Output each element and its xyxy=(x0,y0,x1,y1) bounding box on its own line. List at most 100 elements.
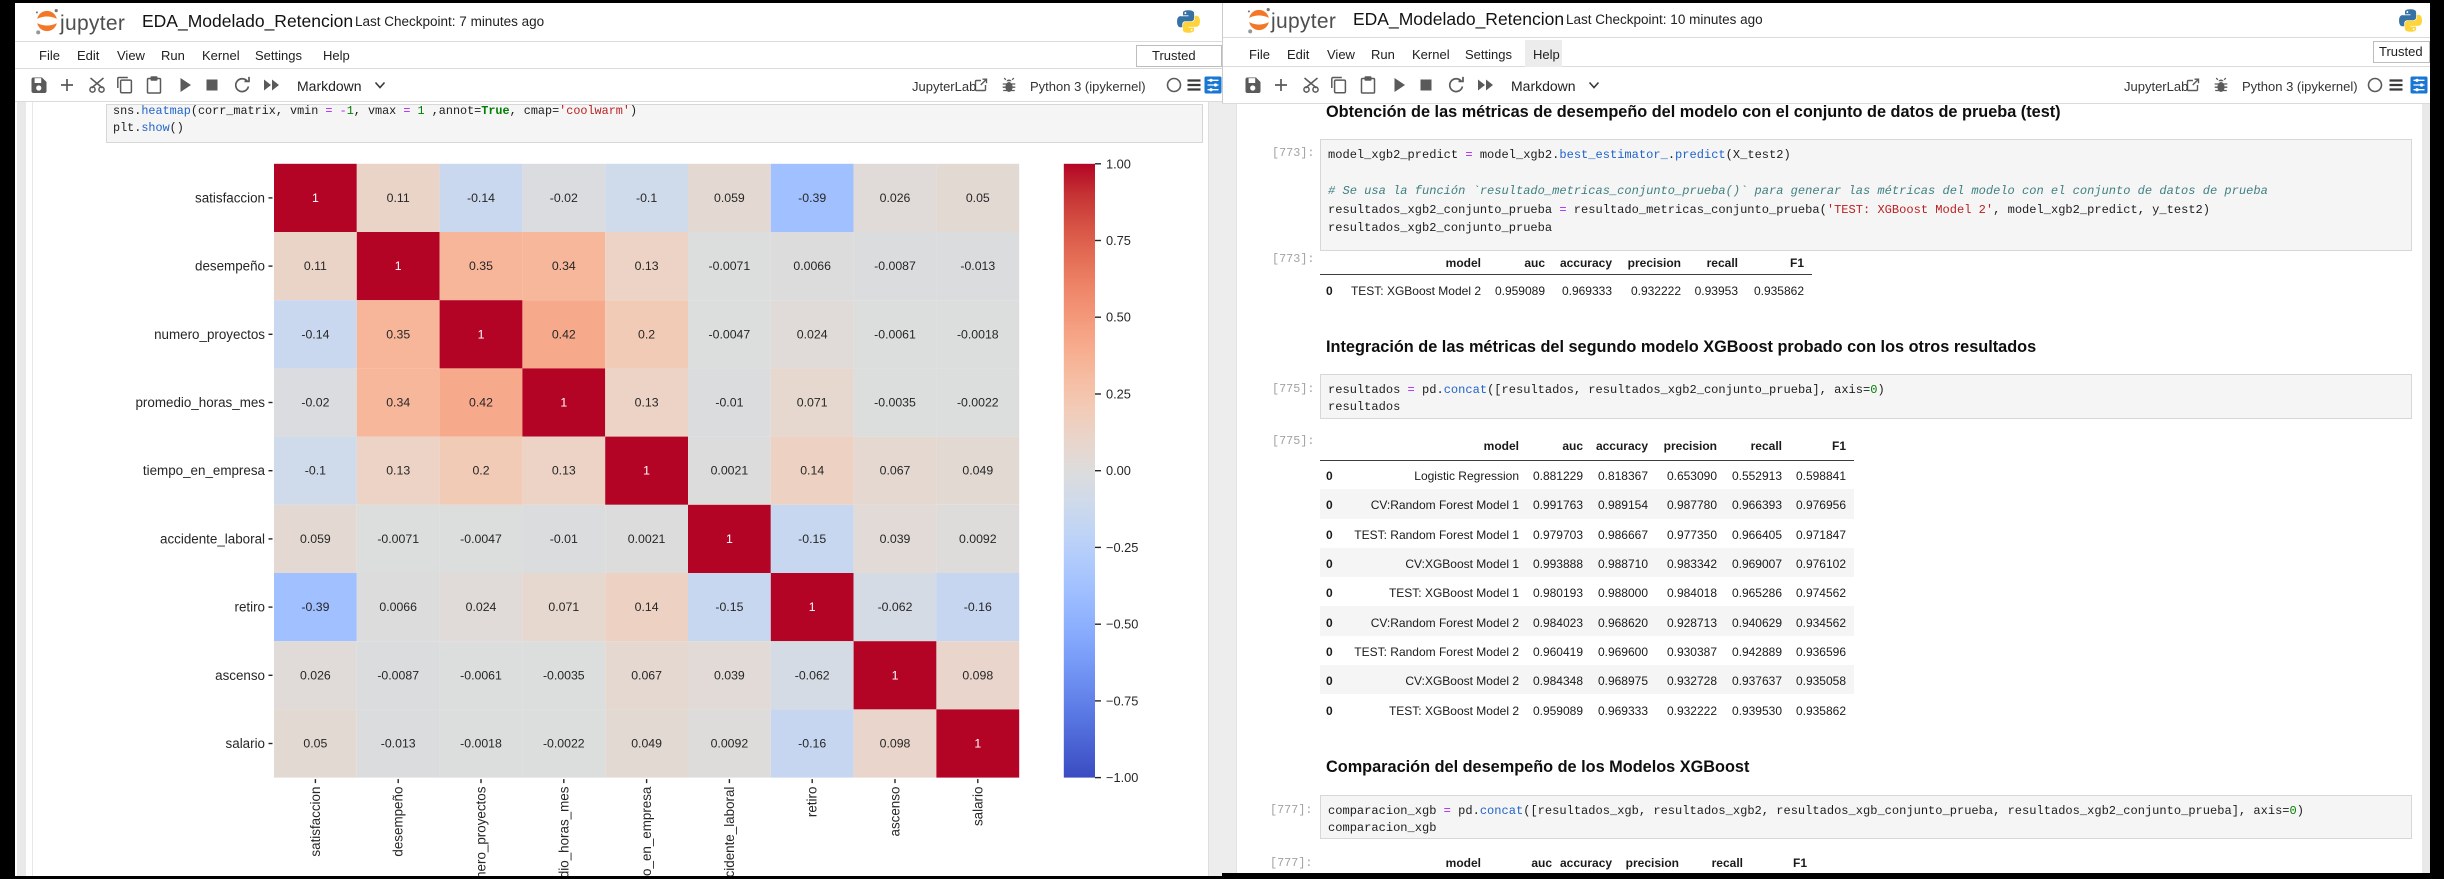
svg-text:0.35: 0.35 xyxy=(469,259,493,273)
svg-text:-0.39: -0.39 xyxy=(798,191,826,205)
svg-text:0.11: 0.11 xyxy=(387,191,410,205)
svg-text:0.13: 0.13 xyxy=(552,464,576,478)
svg-text:-0.013: -0.013 xyxy=(960,259,995,273)
svg-text:-0.16: -0.16 xyxy=(964,600,992,614)
svg-text:-0.0047: -0.0047 xyxy=(460,532,502,546)
svg-text:0.35: 0.35 xyxy=(386,327,410,341)
svg-text:-0.02: -0.02 xyxy=(550,191,578,205)
svg-text:0.026: 0.026 xyxy=(880,191,911,205)
svg-text:numero_proyectos: numero_proyectos xyxy=(474,786,489,879)
svg-text:0.059: 0.059 xyxy=(714,191,745,205)
svg-text:desempeño: desempeño xyxy=(391,787,406,857)
svg-text:0.098: 0.098 xyxy=(962,668,993,682)
svg-text:1: 1 xyxy=(478,327,485,341)
svg-text:-0.0071: -0.0071 xyxy=(377,532,419,546)
svg-text:−0.50: −0.50 xyxy=(1106,617,1138,632)
svg-text:ascenso: ascenso xyxy=(888,787,903,837)
svg-text:-0.0087: -0.0087 xyxy=(377,668,419,682)
svg-text:-0.0022: -0.0022 xyxy=(543,737,585,751)
svg-text:-0.15: -0.15 xyxy=(798,532,826,546)
svg-text:0.25: 0.25 xyxy=(1106,387,1131,402)
svg-text:1.00: 1.00 xyxy=(1106,156,1131,171)
svg-text:0.42: 0.42 xyxy=(469,396,493,410)
svg-text:0.049: 0.049 xyxy=(962,464,993,478)
svg-text:0.13: 0.13 xyxy=(386,464,410,478)
svg-text:0.0066: 0.0066 xyxy=(379,600,417,614)
svg-text:−0.75: −0.75 xyxy=(1106,693,1138,708)
svg-text:0.50: 0.50 xyxy=(1106,310,1131,325)
svg-text:1: 1 xyxy=(395,259,402,273)
svg-text:1: 1 xyxy=(892,668,899,682)
svg-text:0.026: 0.026 xyxy=(300,668,331,682)
svg-text:0.067: 0.067 xyxy=(880,464,911,478)
svg-text:0.42: 0.42 xyxy=(552,327,576,341)
svg-text:-0.39: -0.39 xyxy=(301,600,329,614)
svg-text:1: 1 xyxy=(560,396,567,410)
svg-text:-0.16: -0.16 xyxy=(798,737,826,751)
svg-text:0.05: 0.05 xyxy=(303,737,327,751)
svg-text:tiempo_en_empresa: tiempo_en_empresa xyxy=(143,463,266,478)
svg-text:0.0021: 0.0021 xyxy=(628,532,666,546)
svg-text:0.75: 0.75 xyxy=(1106,233,1131,248)
svg-text:salario: salario xyxy=(970,787,985,826)
svg-text:0.2: 0.2 xyxy=(472,464,489,478)
svg-text:0.00: 0.00 xyxy=(1106,463,1131,478)
svg-text:salario: salario xyxy=(226,736,265,751)
svg-text:-0.02: -0.02 xyxy=(301,396,329,410)
svg-text:0.05: 0.05 xyxy=(966,191,990,205)
svg-text:0.098: 0.098 xyxy=(880,737,911,751)
svg-text:0.13: 0.13 xyxy=(635,259,659,273)
svg-text:accidente_laboral: accidente_laboral xyxy=(160,531,265,546)
svg-text:-0.14: -0.14 xyxy=(301,327,329,341)
svg-text:0.0092: 0.0092 xyxy=(711,737,749,751)
svg-text:−0.25: −0.25 xyxy=(1106,540,1138,555)
svg-text:0.024: 0.024 xyxy=(466,600,497,614)
svg-text:-0.013: -0.013 xyxy=(381,737,416,751)
svg-text:ascenso: ascenso xyxy=(215,668,265,683)
svg-text:0.34: 0.34 xyxy=(552,259,576,273)
svg-text:0.059: 0.059 xyxy=(300,532,331,546)
svg-text:1: 1 xyxy=(726,532,733,546)
svg-text:−1.00: −1.00 xyxy=(1106,770,1138,785)
svg-text:0.0092: 0.0092 xyxy=(959,532,997,546)
svg-text:retiro: retiro xyxy=(805,787,820,818)
svg-text:0.14: 0.14 xyxy=(800,464,824,478)
svg-text:0.2: 0.2 xyxy=(638,327,655,341)
svg-text:promedio_horas_mes: promedio_horas_mes xyxy=(556,786,571,879)
svg-text:0.34: 0.34 xyxy=(386,396,410,410)
svg-text:-0.062: -0.062 xyxy=(878,600,913,614)
svg-text:-0.14: -0.14 xyxy=(467,191,495,205)
svg-text:0.067: 0.067 xyxy=(631,668,662,682)
svg-text:1: 1 xyxy=(312,191,319,205)
svg-text:-0.15: -0.15 xyxy=(715,600,743,614)
svg-text:0.13: 0.13 xyxy=(635,396,659,410)
svg-text:-0.01: -0.01 xyxy=(715,396,743,410)
svg-text:-0.0018: -0.0018 xyxy=(460,737,502,751)
svg-text:0.049: 0.049 xyxy=(631,737,662,751)
svg-text:0.14: 0.14 xyxy=(635,600,659,614)
svg-text:tiempo_en_empresa: tiempo_en_empresa xyxy=(639,786,654,879)
svg-text:-0.1: -0.1 xyxy=(636,191,657,205)
svg-text:0.039: 0.039 xyxy=(714,668,745,682)
svg-text:-0.0018: -0.0018 xyxy=(957,327,999,341)
svg-text:1: 1 xyxy=(974,737,981,751)
svg-text:1: 1 xyxy=(809,600,816,614)
svg-text:-0.0061: -0.0061 xyxy=(874,327,916,341)
svg-text:-0.1: -0.1 xyxy=(305,464,326,478)
svg-text:-0.062: -0.062 xyxy=(795,668,830,682)
svg-text:-0.0071: -0.0071 xyxy=(709,259,751,273)
svg-text:-0.0022: -0.0022 xyxy=(957,396,999,410)
svg-text:-0.01: -0.01 xyxy=(550,532,578,546)
svg-text:0.039: 0.039 xyxy=(880,532,911,546)
svg-text:-0.0061: -0.0061 xyxy=(460,668,502,682)
svg-text:0.0021: 0.0021 xyxy=(711,464,749,478)
svg-text:numero_proyectos: numero_proyectos xyxy=(154,327,265,342)
svg-text:1: 1 xyxy=(643,464,650,478)
svg-text:-0.0035: -0.0035 xyxy=(543,668,585,682)
svg-text:0.11: 0.11 xyxy=(304,259,327,273)
svg-text:-0.0047: -0.0047 xyxy=(709,327,751,341)
svg-text:satisfaccion: satisfaccion xyxy=(308,787,323,857)
svg-text:0.071: 0.071 xyxy=(548,600,579,614)
svg-text:accidente_laboral: accidente_laboral xyxy=(722,787,737,879)
svg-text:0.024: 0.024 xyxy=(797,327,828,341)
